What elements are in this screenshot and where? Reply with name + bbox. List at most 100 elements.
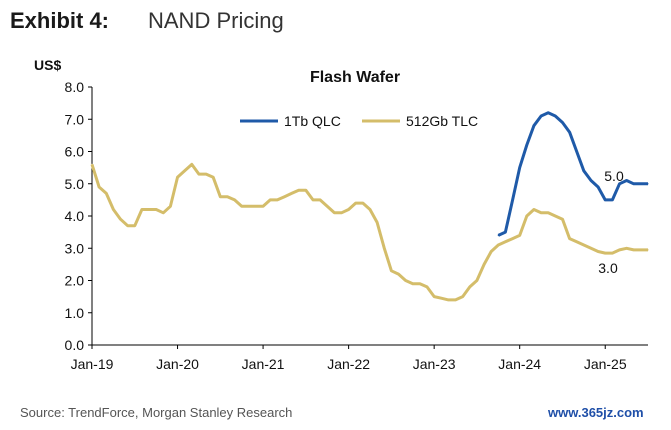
x-tick-label: Jan-20 — [156, 356, 199, 372]
plot-area — [90, 111, 649, 302]
data-point-qlc — [633, 183, 635, 185]
data-point-tlc — [198, 173, 200, 175]
data-point-tlc — [362, 202, 364, 204]
end-label-qlc: 5.0 — [604, 168, 624, 184]
data-point-qlc — [561, 121, 564, 124]
data-point-tlc — [511, 238, 514, 240]
data-point-tlc — [597, 250, 599, 253]
legend: 1Tb QLC 512Gb TLC — [240, 113, 478, 129]
data-point-qlc — [504, 231, 506, 233]
data-point-tlc — [469, 286, 471, 288]
data-point-qlc — [554, 115, 556, 117]
data-point-tlc — [127, 225, 129, 227]
x-tick-label: Jan-21 — [242, 356, 285, 372]
data-point-qlc — [533, 125, 535, 127]
data-point-qlc — [611, 199, 614, 201]
data-point-tlc — [291, 192, 293, 194]
data-point-tlc — [412, 283, 414, 285]
y-tick-label: 0.0 — [65, 337, 85, 353]
data-point-tlc — [397, 273, 400, 275]
data-point-tlc — [184, 170, 186, 172]
data-point-tlc — [490, 250, 492, 253]
nand-pricing-chart: Flash Wafer US$ 1Tb QLC 512Gb TLC 0.0 1.0… — [34, 57, 649, 372]
y-tick-label: 7.0 — [65, 111, 85, 127]
data-point-tlc — [533, 208, 535, 211]
data-point-tlc — [526, 215, 528, 217]
data-point-qlc — [640, 183, 642, 185]
data-point-qlc — [547, 112, 549, 114]
data-point-tlc — [433, 296, 435, 298]
x-tick-label: Jan-25 — [584, 356, 627, 372]
data-point-tlc — [611, 252, 614, 254]
data-point-qlc — [626, 179, 628, 182]
data-point-tlc — [248, 205, 250, 207]
data-point-qlc — [618, 183, 621, 185]
data-point-qlc — [540, 115, 542, 117]
end-label-tlc: 3.0 — [598, 260, 618, 276]
y-tick-label: 5.0 — [65, 176, 85, 192]
data-point-tlc — [119, 218, 122, 220]
data-point-tlc — [476, 279, 478, 282]
legend-label-qlc: 1Tb QLC — [284, 113, 341, 129]
data-point-tlc — [369, 208, 371, 211]
data-point-tlc — [269, 199, 271, 201]
data-point-tlc — [554, 215, 556, 217]
data-point-tlc — [176, 176, 179, 178]
data-point-tlc — [376, 221, 378, 223]
y-tick-label: 2.0 — [65, 273, 85, 289]
y-tick-label: 3.0 — [65, 240, 85, 256]
data-point-tlc — [276, 199, 278, 201]
data-point-tlc — [569, 238, 571, 240]
data-point-qlc — [576, 150, 578, 153]
data-point-tlc — [255, 205, 257, 207]
data-point-tlc — [312, 199, 314, 201]
data-point-tlc — [440, 297, 442, 299]
data-point-tlc — [226, 196, 228, 198]
data-point-tlc — [162, 212, 164, 214]
data-point-tlc — [348, 208, 350, 211]
x-tick-label: Jan-22 — [327, 356, 370, 372]
data-point-tlc — [640, 249, 642, 251]
data-point-tlc — [390, 270, 392, 272]
data-point-tlc — [355, 202, 357, 204]
data-point-tlc — [91, 163, 93, 165]
data-point-tlc — [547, 212, 549, 214]
data-point-qlc — [511, 199, 514, 201]
data-point-tlc — [241, 205, 243, 207]
data-point-tlc — [447, 299, 449, 301]
data-point-qlc — [604, 199, 606, 201]
y-tick-label: 4.0 — [65, 208, 85, 224]
y-tick-label: 1.0 — [65, 305, 85, 321]
data-point-qlc — [647, 183, 649, 185]
data-point-tlc — [633, 249, 635, 251]
data-point-tlc — [262, 205, 264, 207]
exhibit-title: NAND Pricing — [148, 8, 284, 33]
data-point-tlc — [497, 244, 499, 246]
data-point-tlc — [419, 283, 421, 285]
data-point-qlc — [569, 131, 571, 133]
x-tick-label: Jan-19 — [71, 356, 114, 372]
data-point-tlc — [576, 241, 578, 243]
data-point-tlc — [583, 244, 585, 246]
data-point-tlc — [219, 196, 221, 198]
data-point-tlc — [298, 189, 300, 191]
data-point-tlc — [305, 189, 307, 191]
data-point-tlc — [647, 249, 649, 251]
data-point-tlc — [112, 208, 114, 211]
data-point-qlc — [497, 234, 499, 236]
data-point-tlc — [212, 176, 214, 178]
x-tick-label: Jan-23 — [413, 356, 456, 372]
data-point-tlc — [426, 286, 428, 288]
data-point-tlc — [618, 249, 621, 251]
data-point-tlc — [383, 247, 385, 249]
data-point-tlc — [155, 208, 157, 211]
legend-label-tlc: 512Gb TLC — [406, 113, 478, 129]
data-point-tlc — [326, 205, 328, 207]
data-point-tlc — [169, 205, 171, 207]
x-tick-label: Jan-24 — [498, 356, 541, 372]
data-point-tlc — [590, 247, 592, 249]
data-point-tlc — [134, 225, 136, 227]
data-point-qlc — [597, 186, 599, 188]
data-point-tlc — [340, 212, 343, 214]
data-point-tlc — [561, 218, 564, 220]
